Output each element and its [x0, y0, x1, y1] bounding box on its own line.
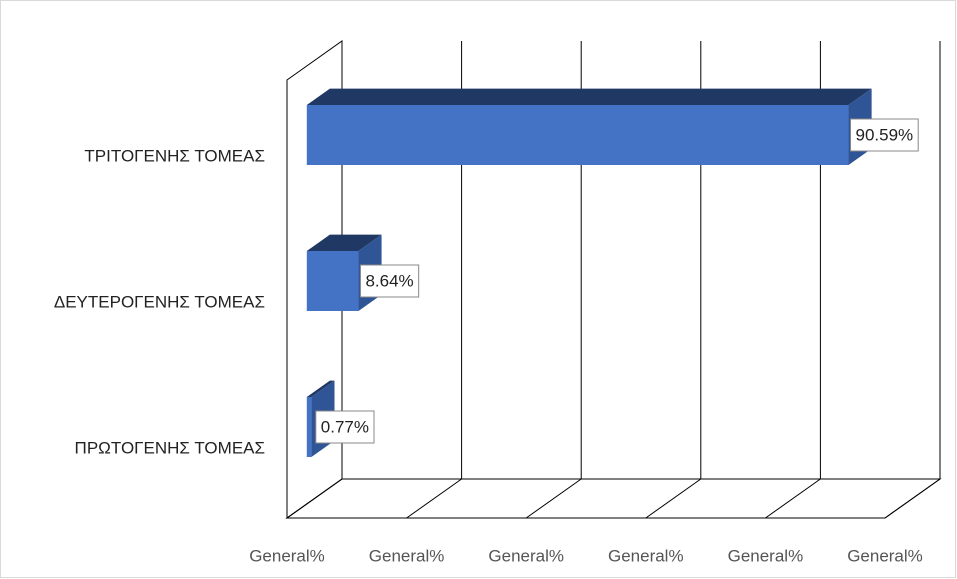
data-label: 8.64% [365, 271, 413, 290]
data-label-box [315, 410, 375, 444]
bar-top [306, 88, 872, 105]
bar [306, 105, 849, 165]
bar-top [306, 234, 382, 251]
bar [306, 397, 312, 457]
x-tick-label: General% [608, 546, 684, 565]
floor-grid-line [286, 478, 343, 519]
category-label: ΤΡΙΤΟΓΕΝΗΣ ΤΟΜΕΑΣ [84, 146, 265, 165]
x-tick-label: General% [728, 546, 804, 565]
x-tick-label: General% [847, 546, 923, 565]
category-label: ΠΡΩΤΟΓΕΝΗΣ ΤΟΜΕΑΣ [75, 438, 265, 457]
floor-grid-line [406, 478, 462, 519]
floor-grid-line [525, 478, 582, 519]
x-tick-label: General% [488, 546, 564, 565]
bar [306, 251, 359, 311]
x-tick-label: General% [249, 546, 325, 565]
floor-grid-line [765, 478, 821, 519]
bar-top [306, 380, 335, 397]
category-label: ΔΕΥΤΕΡΟΓΕΝΗΣ ΤΟΜΕΑΣ [54, 292, 265, 311]
data-label-box [850, 118, 919, 152]
data-label: 90.59% [856, 125, 914, 144]
x-tick-label: General% [369, 546, 445, 565]
floor-grid-line [645, 478, 702, 519]
data-label-box [359, 264, 420, 298]
data-label: 0.77% [321, 417, 369, 436]
floor-grid-line [884, 478, 941, 519]
